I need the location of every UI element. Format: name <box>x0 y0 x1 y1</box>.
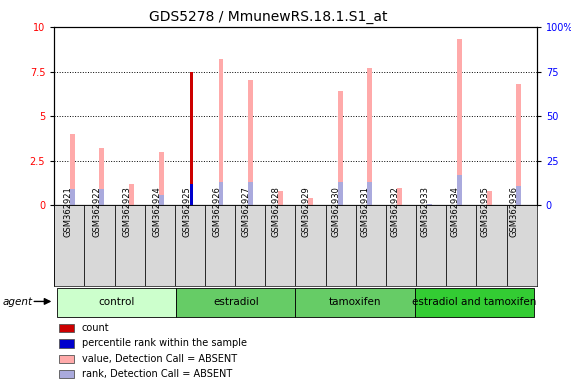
Bar <box>516 186 521 205</box>
Text: count: count <box>82 323 110 333</box>
Text: GSM362932: GSM362932 <box>391 187 400 237</box>
Bar <box>427 204 432 205</box>
Bar <box>447 205 476 286</box>
Text: GSM362927: GSM362927 <box>242 187 251 237</box>
Bar <box>486 191 492 205</box>
Bar <box>368 68 372 205</box>
Text: GSM362930: GSM362930 <box>331 187 340 237</box>
Text: GSM362935: GSM362935 <box>480 187 489 237</box>
Text: GSM362924: GSM362924 <box>152 187 162 237</box>
Bar <box>266 205 296 286</box>
Bar <box>368 182 372 205</box>
Text: GSM362921: GSM362921 <box>63 187 72 237</box>
FancyBboxPatch shape <box>176 288 296 317</box>
Bar <box>235 205 266 286</box>
Bar <box>356 205 386 286</box>
Bar <box>337 91 343 205</box>
Bar <box>386 205 416 286</box>
Bar <box>175 205 205 286</box>
Bar <box>296 205 325 286</box>
Bar <box>115 205 144 286</box>
Bar <box>59 370 74 378</box>
Text: GSM362936: GSM362936 <box>510 186 519 237</box>
Bar <box>337 182 343 205</box>
Bar <box>159 195 164 205</box>
Text: GSM362931: GSM362931 <box>361 187 370 237</box>
Bar <box>59 339 74 348</box>
Bar <box>397 188 402 205</box>
Bar <box>516 84 521 205</box>
Bar <box>457 40 462 205</box>
Text: GSM362934: GSM362934 <box>451 187 459 237</box>
Bar <box>278 191 283 205</box>
Bar <box>85 205 115 286</box>
Bar <box>129 184 134 205</box>
FancyBboxPatch shape <box>57 288 176 317</box>
Text: agent: agent <box>3 297 33 307</box>
Text: GSM362926: GSM362926 <box>212 187 221 237</box>
Text: GSM362928: GSM362928 <box>272 187 280 237</box>
Bar <box>457 175 462 205</box>
Bar <box>190 184 193 205</box>
Bar <box>159 152 164 205</box>
Bar <box>70 134 75 205</box>
Bar <box>476 205 506 286</box>
Bar <box>99 189 104 205</box>
Bar <box>59 354 74 363</box>
Text: rank, Detection Call = ABSENT: rank, Detection Call = ABSENT <box>82 369 232 379</box>
Bar <box>144 205 175 286</box>
Text: GDS5278 / MmunewRS.18.1.S1_at: GDS5278 / MmunewRS.18.1.S1_at <box>149 10 388 23</box>
Bar <box>325 205 356 286</box>
Text: GSM362925: GSM362925 <box>182 187 191 237</box>
Text: tamoxifen: tamoxifen <box>329 297 381 307</box>
Bar <box>506 205 537 286</box>
Bar <box>308 198 313 205</box>
Bar <box>70 189 75 205</box>
Bar <box>59 324 74 333</box>
Text: estradiol and tamoxifen: estradiol and tamoxifen <box>412 297 536 307</box>
Text: GSM362923: GSM362923 <box>123 187 132 237</box>
Bar <box>205 205 235 286</box>
Bar <box>54 205 85 286</box>
Bar <box>219 182 223 205</box>
Text: percentile rank within the sample: percentile rank within the sample <box>82 338 247 348</box>
Bar <box>248 182 254 205</box>
Text: GSM362933: GSM362933 <box>420 186 429 237</box>
Bar <box>190 71 193 205</box>
FancyBboxPatch shape <box>415 288 534 317</box>
Text: control: control <box>99 297 135 307</box>
Bar <box>416 205 447 286</box>
Bar <box>219 59 223 205</box>
Bar <box>248 81 254 205</box>
Text: GSM362929: GSM362929 <box>301 187 311 237</box>
Text: estradiol: estradiol <box>213 297 259 307</box>
Text: value, Detection Call = ABSENT: value, Detection Call = ABSENT <box>82 354 237 364</box>
Text: GSM362922: GSM362922 <box>93 187 102 237</box>
Bar <box>99 148 104 205</box>
FancyBboxPatch shape <box>296 288 415 317</box>
